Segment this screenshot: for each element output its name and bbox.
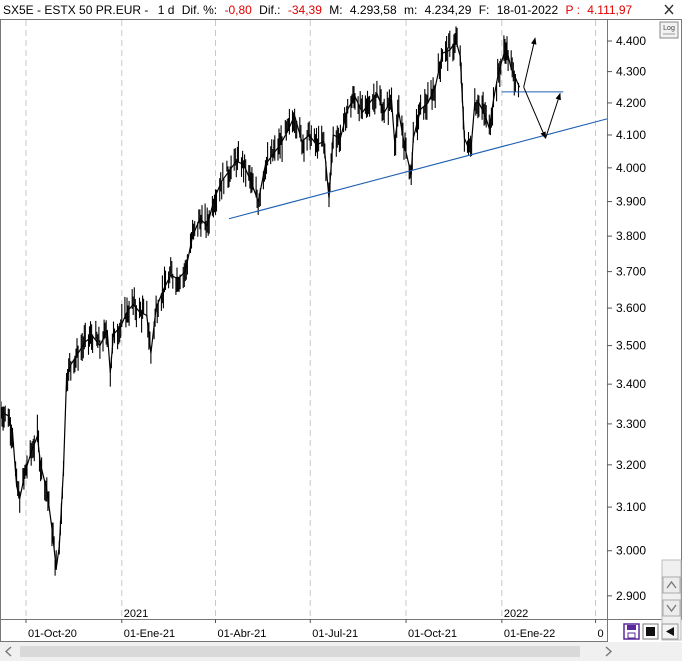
y-tick-label: 3.500 — [616, 339, 646, 353]
chevron-down-icon[interactable] — [662, 599, 681, 617]
price-label: P : — [565, 3, 579, 17]
vertical-scrollbar[interactable] — [661, 559, 682, 641]
y-tick-label: 4.200 — [616, 96, 646, 110]
x-tick-label: 01-Oct-21 — [408, 628, 457, 640]
date-label: F: — [479, 3, 490, 17]
y-tick-label: 3.400 — [616, 377, 646, 391]
svg-text:SX5E - ESTX 50 PR.EUR -: SX5E - ESTX 50 PR.EUR - 1 d Dif. %: -0,8… — [3, 3, 633, 17]
y-tick-label: 4.000 — [616, 161, 646, 175]
marker-icon[interactable] — [661, 623, 679, 640]
save-icon[interactable] — [623, 623, 640, 640]
dif-label: Dif.: — [259, 3, 280, 17]
x-tick-label: 01-Oct-20 — [28, 628, 77, 640]
min-label: m: — [404, 3, 417, 17]
horizontal-scrollbar[interactable] — [0, 642, 682, 661]
y-tick-label: 3.300 — [616, 417, 646, 431]
period-label: 1 d — [158, 3, 175, 17]
dif-pct-value: -0,80 — [224, 3, 252, 17]
chevron-left-icon[interactable] — [1, 644, 17, 659]
y-tick-label: 2.900 — [616, 589, 646, 603]
y-tick-label: 4.400 — [616, 34, 646, 48]
y-tick-label: 3.000 — [616, 544, 646, 558]
dif-value: -34,39 — [288, 3, 322, 17]
log-scale-button[interactable]: Log — [659, 21, 679, 39]
color-swatch-icon[interactable] — [642, 623, 659, 640]
x-tick-label: 01-Jul-21 — [312, 628, 358, 640]
x-tick-label: 01-Ene-21 — [124, 628, 175, 640]
year-label: 2021 — [124, 608, 148, 620]
x-tick-label: 01-Ene-22 — [504, 628, 555, 640]
x-axis-panel — [0, 619, 608, 642]
dif-pct-label: Dif. %: — [182, 3, 217, 17]
scroll-thumb[interactable] — [20, 646, 580, 657]
plot-area — [0, 19, 608, 620]
year-label: 2022 — [504, 608, 528, 620]
x-axis-ticks: 01-Oct-20 01-Ene-21 01-Abr-21 01-Jul-21 01-O… — [25, 619, 604, 640]
y-tick-label: 3.800 — [616, 229, 646, 243]
annotations — [228, 37, 607, 220]
price-series — [1, 26, 521, 576]
year-labels: 2021 2022 — [124, 608, 529, 620]
y-tick-label: 4.100 — [616, 128, 646, 142]
max-value: 4.293,58 — [350, 3, 397, 17]
y-axis-panel — [607, 19, 682, 620]
y-tick-label: 3.100 — [616, 500, 646, 514]
chevron-right-icon[interactable] — [600, 644, 616, 659]
projection-arrow — [545, 92, 561, 139]
x-tick-label: 0 — [598, 628, 604, 640]
y-tick-label: 4.300 — [616, 65, 646, 79]
chevron-up-icon[interactable] — [662, 576, 681, 594]
projection-arrow — [523, 37, 537, 88]
price-value: 4.111,97 — [587, 3, 632, 17]
log-button-label: Log — [663, 25, 675, 32]
y-axis-ticks: 2.900 3.000 3.100 3.200 3.300 3.400 3.500 3.600… — [607, 34, 646, 603]
projection-arrow — [523, 86, 547, 139]
y-tick-label: 3.900 — [616, 195, 646, 209]
date-value: 18-01-2022 — [497, 3, 559, 17]
min-value: 4.234,29 — [425, 3, 472, 17]
symbol-label: SX5E - ESTX 50 PR.EUR - — [3, 3, 148, 17]
x-tick-label: 01-Abr-21 — [217, 628, 266, 640]
y-tick-label: 3.200 — [616, 458, 646, 472]
max-label: M: — [329, 3, 342, 17]
y-tick-label: 3.700 — [616, 265, 646, 279]
chart-header: SX5E - ESTX 50 PR.EUR - 1 d Dif. %: -0,8… — [0, 0, 682, 19]
close-icon[interactable] — [661, 2, 677, 17]
y-tick-label: 3.600 — [616, 301, 646, 315]
